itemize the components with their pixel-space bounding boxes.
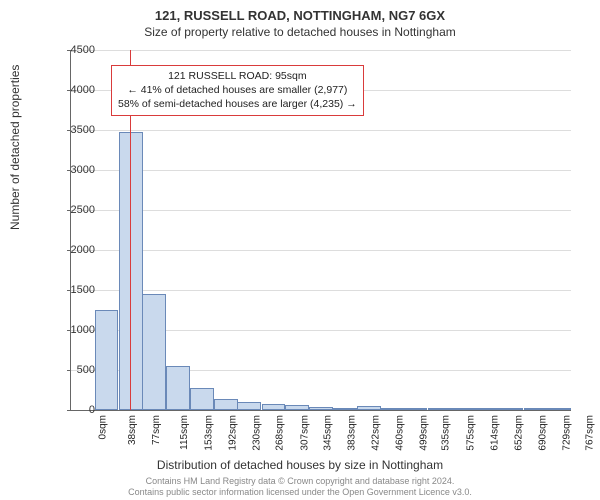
- histogram-bar: [403, 408, 427, 410]
- histogram-bar: [381, 408, 405, 410]
- xtick-label: 115sqm: [179, 415, 190, 450]
- histogram-bar: [524, 408, 548, 410]
- ytick-label: 3000: [55, 164, 95, 176]
- y-axis-label: Number of detached properties: [8, 65, 22, 230]
- xtick-label: 268sqm: [275, 415, 286, 451]
- histogram-bar: [262, 404, 286, 410]
- chart-container: 121, RUSSELL ROAD, NOTTINGHAM, NG7 6GX S…: [0, 0, 600, 500]
- gridline-h: [71, 250, 571, 251]
- histogram-bar: [214, 399, 238, 410]
- gridline-h: [71, 50, 571, 51]
- ytick-label: 0: [55, 404, 95, 416]
- histogram-bar: [95, 310, 119, 410]
- xtick-label: 345sqm: [323, 415, 334, 451]
- ytick-label: 2000: [55, 244, 95, 256]
- xtick-label: 307sqm: [299, 415, 310, 451]
- xtick-label: 499sqm: [419, 415, 430, 451]
- xtick-label: 38sqm: [127, 415, 138, 445]
- ytick-label: 500: [55, 364, 95, 376]
- gridline-h: [71, 210, 571, 211]
- footer-attribution: Contains HM Land Registry data © Crown c…: [0, 476, 600, 498]
- histogram-bar: [142, 294, 166, 410]
- xtick-label: 77sqm: [151, 415, 162, 445]
- ytick-label: 1000: [55, 324, 95, 336]
- xtick-label: 460sqm: [394, 415, 405, 451]
- plot-area: 121 RUSSELL ROAD: 95sqm ← 41% of detache…: [70, 50, 571, 411]
- histogram-bar: [547, 408, 571, 410]
- xtick-label: 422sqm: [371, 415, 382, 451]
- ytick-label: 4000: [55, 84, 95, 96]
- xtick-label: 575sqm: [466, 415, 477, 451]
- title-sub: Size of property relative to detached ho…: [0, 23, 600, 39]
- footer-line1: Contains HM Land Registry data © Crown c…: [0, 476, 600, 487]
- annotation-box: 121 RUSSELL ROAD: 95sqm ← 41% of detache…: [111, 65, 364, 116]
- xtick-label: 535sqm: [441, 415, 452, 451]
- histogram-bar: [309, 407, 333, 410]
- x-axis-label: Distribution of detached houses by size …: [0, 458, 600, 472]
- annotation-line1: 121 RUSSELL ROAD: 95sqm: [118, 69, 357, 83]
- xtick-label: 614sqm: [490, 415, 501, 451]
- histogram-bar: [452, 408, 476, 410]
- histogram-bar: [428, 408, 452, 410]
- gridline-h: [71, 170, 571, 171]
- gridline-h: [71, 290, 571, 291]
- ytick-label: 3500: [55, 124, 95, 136]
- xtick-label: 0sqm: [97, 415, 108, 439]
- ytick-label: 4500: [55, 44, 95, 56]
- xtick-label: 652sqm: [514, 415, 525, 451]
- xtick-label: 153sqm: [204, 415, 215, 451]
- xtick-label: 729sqm: [561, 415, 572, 451]
- histogram-bar: [476, 408, 500, 410]
- histogram-bar: [190, 388, 214, 410]
- annotation-line2: ← 41% of detached houses are smaller (2,…: [118, 83, 357, 97]
- annotation-line3: 58% of semi-detached houses are larger (…: [118, 97, 357, 111]
- histogram-bar: [357, 406, 381, 410]
- xtick-label: 383sqm: [346, 415, 357, 451]
- histogram-bar: [285, 405, 309, 410]
- histogram-bar: [237, 402, 261, 410]
- histogram-bar: [333, 408, 357, 410]
- histogram-bar: [500, 408, 524, 410]
- xtick-label: 690sqm: [537, 415, 548, 451]
- gridline-h: [71, 130, 571, 131]
- ytick-label: 2500: [55, 204, 95, 216]
- xtick-label: 192sqm: [228, 415, 239, 451]
- xtick-label: 230sqm: [251, 415, 262, 451]
- title-main: 121, RUSSELL ROAD, NOTTINGHAM, NG7 6GX: [0, 0, 600, 23]
- ytick-label: 1500: [55, 284, 95, 296]
- xtick-label: 767sqm: [585, 415, 596, 451]
- histogram-bar: [166, 366, 190, 410]
- footer-line2: Contains public sector information licen…: [0, 487, 600, 498]
